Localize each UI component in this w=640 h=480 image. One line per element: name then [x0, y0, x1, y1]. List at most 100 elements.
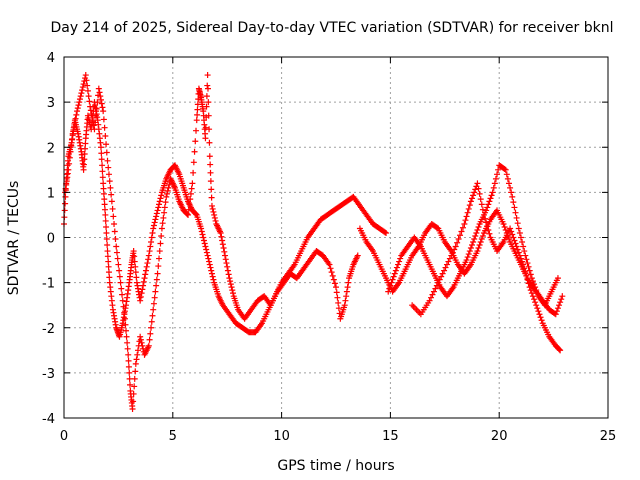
data-point — [505, 236, 512, 243]
data-point — [484, 223, 491, 230]
data-point — [205, 112, 212, 119]
data-point — [204, 72, 211, 79]
data-point — [189, 180, 196, 187]
data-point — [485, 201, 492, 208]
data-point — [148, 234, 155, 241]
data-point — [193, 211, 200, 218]
data-point — [341, 302, 348, 309]
data-point — [520, 243, 527, 250]
data-point — [517, 234, 524, 241]
data-point — [495, 166, 502, 173]
data-point — [462, 217, 469, 224]
x-tick-labels: 0 5 10 15 20 25 — [60, 429, 616, 444]
data-point — [486, 230, 493, 237]
data-point — [103, 229, 110, 236]
data-point — [514, 246, 521, 253]
data-point — [519, 258, 526, 265]
data-point — [204, 82, 211, 89]
data-point — [467, 198, 474, 205]
data-point — [217, 229, 224, 236]
data-point — [146, 248, 153, 255]
grid-lines — [64, 57, 608, 418]
data-point — [131, 253, 138, 260]
data-point — [84, 82, 91, 89]
data-point — [466, 248, 473, 255]
data-point — [386, 285, 393, 292]
data-point — [205, 99, 212, 106]
data-point — [515, 225, 522, 232]
data-point — [158, 232, 165, 239]
data-point — [152, 288, 159, 295]
data-point — [132, 269, 139, 276]
data-point — [156, 198, 163, 205]
data-point — [471, 236, 478, 243]
data-point — [80, 81, 87, 88]
data-point — [104, 242, 111, 249]
data-point — [127, 381, 134, 388]
data-point — [158, 225, 165, 232]
data-point — [164, 187, 171, 194]
x-axis-label: GPS time / hours — [277, 458, 394, 474]
data-point — [145, 342, 152, 349]
data-point — [393, 264, 400, 271]
data-point — [125, 363, 132, 370]
data-point — [330, 276, 337, 283]
data-point — [492, 175, 499, 182]
data-point — [138, 290, 145, 297]
data-point — [72, 115, 79, 122]
data-point — [140, 282, 147, 289]
data-point — [230, 290, 237, 297]
data-point — [112, 236, 119, 243]
data-point — [512, 209, 519, 216]
data-point — [73, 111, 80, 118]
data-point — [461, 220, 468, 227]
data-point — [205, 255, 212, 262]
data-point — [140, 278, 147, 285]
data-point — [154, 207, 161, 214]
data-point — [463, 213, 470, 220]
data-point — [144, 260, 151, 267]
data-point — [114, 255, 121, 262]
data-point — [224, 263, 231, 270]
data-point — [98, 156, 105, 163]
data-point — [470, 192, 477, 199]
data-point — [121, 315, 128, 322]
data-point — [101, 201, 108, 208]
data-point — [477, 239, 484, 246]
data-point — [505, 180, 512, 187]
data-point — [125, 357, 132, 364]
data-point — [158, 192, 165, 199]
data-point — [222, 256, 229, 263]
data-point — [106, 274, 113, 281]
y-tick-label: 2 — [47, 141, 55, 156]
data-point — [71, 119, 78, 126]
data-point — [99, 104, 106, 111]
data-point — [490, 184, 497, 191]
data-point — [148, 239, 155, 246]
data-point — [142, 267, 149, 274]
data-point — [464, 254, 471, 261]
data-point — [194, 106, 201, 113]
data-point — [145, 256, 152, 263]
data-point — [139, 286, 146, 293]
data-point — [458, 228, 465, 235]
data-point — [83, 77, 90, 84]
data-point — [133, 274, 140, 281]
data-point — [523, 272, 530, 279]
data-point — [528, 290, 535, 297]
data-point — [191, 148, 198, 155]
x-tick-label: 10 — [273, 429, 290, 444]
data-point — [131, 383, 138, 390]
data-point — [200, 237, 207, 244]
data-point — [87, 103, 94, 110]
data-point — [435, 279, 442, 286]
data-point — [222, 252, 229, 259]
data-point — [474, 248, 481, 255]
data-point — [105, 269, 112, 276]
data-point — [208, 186, 215, 193]
data-point — [223, 260, 230, 267]
data-point — [343, 288, 350, 295]
data-point — [329, 272, 336, 279]
data-point — [533, 302, 540, 309]
